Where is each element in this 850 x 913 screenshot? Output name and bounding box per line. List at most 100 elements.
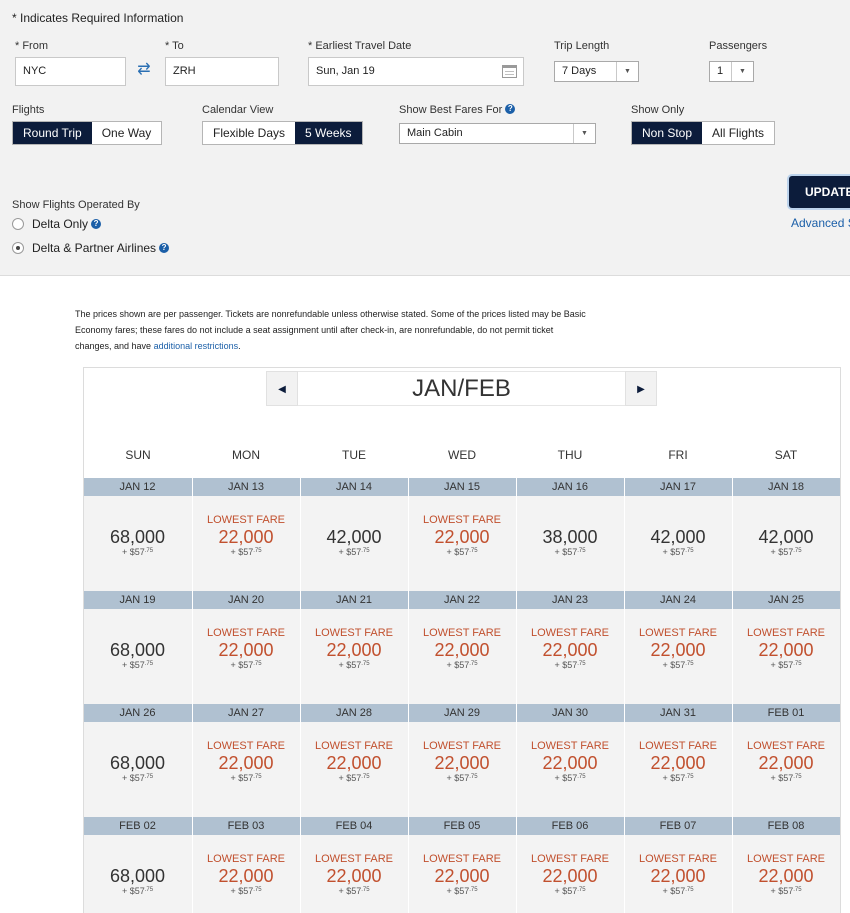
calendar-view-label: Calendar View (202, 104, 274, 116)
fare-miles: 38,000 (542, 527, 598, 547)
tax-amount: + $57 (662, 660, 686, 670)
fare-cell[interactable]: 68,000 + $57.75 (84, 609, 191, 704)
tax-amount: + $57 (338, 660, 362, 670)
additional-restrictions-link[interactable]: additional restrictions (153, 341, 239, 351)
date-label: JAN 16 (516, 478, 623, 496)
fare-miles: 22,000 (434, 640, 490, 660)
fare-cell[interactable]: LOWEST FARE 22,000 + $57.75 (300, 835, 407, 913)
tax-amount: + $57 (121, 886, 145, 896)
tax-cents: .75 (361, 887, 370, 893)
passengers-select[interactable]: 1 ▼ (709, 61, 754, 82)
advanced-search-link[interactable]: Advanced Se (791, 216, 850, 230)
date-label: FEB 04 (300, 817, 407, 835)
fare-cell[interactable]: LOWEST FARE 22,000 + $57.75 (624, 609, 731, 704)
fare-cell[interactable]: LOWEST FARE 22,000 + $57.75 (732, 835, 839, 913)
tax-amount: + $57 (554, 660, 578, 670)
fare-cell[interactable]: 68,000 + $57.75 (84, 835, 191, 913)
date-label: JAN 25 (732, 591, 839, 609)
tax-amount: + $57 (230, 547, 254, 557)
all-flights-option[interactable]: All Flights (712, 126, 765, 140)
round-trip-option[interactable]: Round Trip (13, 122, 92, 144)
tax-cents: .75 (253, 548, 262, 554)
fare-cell[interactable]: 42,000 + $57.75 (300, 496, 407, 591)
fare-cell[interactable]: 42,000 + $57.75 (732, 496, 839, 591)
fare-cell[interactable]: LOWEST FARE 22,000 + $57.75 (516, 835, 623, 913)
delta-partner-radio[interactable] (12, 242, 24, 254)
date-label: JAN 29 (408, 704, 515, 722)
update-button[interactable]: UPDATE (789, 176, 850, 208)
help-icon[interactable]: ? (159, 243, 170, 253)
non-stop-option[interactable]: Non Stop (632, 122, 703, 144)
swap-icon[interactable]: ⇄ (137, 61, 151, 78)
fare-taxes: + $57.75 (517, 886, 623, 896)
fare-cell[interactable]: LOWEST FARE 22,000 + $57.75 (408, 496, 515, 591)
tax-cents: .75 (469, 548, 478, 554)
help-icon[interactable]: ? (91, 219, 102, 229)
fare-cell[interactable]: LOWEST FARE 22,000 + $57.75 (516, 609, 623, 704)
fare-cell[interactable]: LOWEST FARE 22,000 + $57.75 (192, 835, 299, 913)
fare-cell[interactable]: LOWEST FARE 22,000 + $57.75 (192, 722, 299, 817)
fare-taxes: + $57.75 (517, 773, 623, 783)
fare-cell[interactable]: LOWEST FARE 22,000 + $57.75 (624, 722, 731, 817)
calendar-view-toggle: Flexible Days 5 Weeks (202, 121, 363, 145)
from-label: * From (15, 40, 48, 52)
trip-length-select[interactable]: 7 Days ▼ (554, 61, 639, 82)
fare-miles: 22,000 (326, 753, 382, 773)
lowest-fare-label: LOWEST FARE (746, 740, 826, 752)
date-input[interactable]: Sun, Jan 19 (308, 57, 524, 86)
fare-cell[interactable]: 38,000 + $57.75 (516, 496, 623, 591)
fare-cell[interactable]: 68,000 + $57.75 (84, 722, 191, 817)
fare-cell[interactable]: LOWEST FARE 22,000 + $57.75 (624, 835, 731, 913)
lowest-fare-label: LOWEST FARE (746, 627, 826, 639)
flights-toggle: Round Trip One Way (12, 121, 163, 145)
date-label: JAN 20 (192, 591, 299, 609)
fare-cell[interactable]: LOWEST FARE 22,000 + $57.75 (732, 722, 839, 817)
fare-cell[interactable]: LOWEST FARE 22,000 + $57.75 (732, 609, 839, 704)
calendar-icon[interactable] (502, 65, 517, 78)
fare-taxes: + $57.75 (193, 547, 299, 557)
fare-taxes: + $57.75 (301, 773, 407, 783)
tax-cents: .75 (253, 774, 262, 780)
help-icon[interactable]: ? (505, 104, 516, 114)
fare-miles: 22,000 (434, 753, 490, 773)
best-fares-select[interactable]: Main Cabin ▼ (399, 123, 596, 144)
week-fare-row: 68,000 + $57.75 LOWEST FARE 22,000 + $57.75 L… (84, 722, 840, 817)
fare-cell[interactable]: LOWEST FARE 22,000 + $57.75 (300, 722, 407, 817)
trip-length-value: 7 Days (562, 65, 597, 77)
fare-miles: 22,000 (218, 753, 274, 773)
fare-cell[interactable]: LOWEST FARE 22,000 + $57.75 (408, 835, 515, 913)
date-label: JAN 30 (516, 704, 623, 722)
to-input[interactable]: ZRH (165, 57, 279, 86)
fare-cell[interactable]: 68,000 + $57.75 (84, 496, 191, 591)
tax-amount: + $57 (770, 886, 794, 896)
date-value: Sun, Jan 19 (316, 65, 375, 77)
fare-cell[interactable]: LOWEST FARE 22,000 + $57.75 (192, 496, 299, 591)
delta-only-radio-row[interactable]: Delta Only? (12, 217, 102, 231)
chevron-down-icon: ▼ (573, 124, 595, 143)
prev-month-icon[interactable]: ◀ (266, 371, 298, 406)
date-label: JAN 31 (624, 704, 731, 722)
flexible-days-option[interactable]: Flexible Days (213, 126, 286, 140)
fare-cell[interactable]: LOWEST FARE 22,000 + $57.75 (192, 609, 299, 704)
from-input[interactable]: NYC (15, 57, 126, 86)
one-way-option[interactable]: One Way (101, 126, 152, 140)
tax-cents: .75 (469, 774, 478, 780)
fare-cell[interactable]: LOWEST FARE 22,000 + $57.75 (300, 609, 407, 704)
delta-only-radio[interactable] (12, 218, 24, 230)
date-label: JAN 13 (192, 478, 299, 496)
fare-cell[interactable]: 42,000 + $57.75 (624, 496, 731, 591)
tax-cents: .75 (144, 774, 154, 780)
delta-partner-radio-row[interactable]: Delta & Partner Airlines? (12, 241, 170, 255)
tax-cents: .75 (253, 661, 262, 667)
fare-cell[interactable]: LOWEST FARE 22,000 + $57.75 (516, 722, 623, 817)
best-fares-label-text: Show Best Fares For (399, 104, 503, 116)
fare-miles: 22,000 (650, 640, 706, 660)
tax-cents: .75 (685, 774, 694, 780)
fare-taxes: + $57.75 (193, 660, 299, 670)
tax-amount: + $57 (770, 547, 794, 557)
date-label: JAN 26 (119, 707, 156, 719)
fare-cell[interactable]: LOWEST FARE 22,000 + $57.75 (408, 609, 515, 704)
next-month-icon[interactable]: ▶ (625, 371, 657, 406)
five-weeks-option[interactable]: 5 Weeks (295, 122, 362, 144)
fare-cell[interactable]: LOWEST FARE 22,000 + $57.75 (408, 722, 515, 817)
